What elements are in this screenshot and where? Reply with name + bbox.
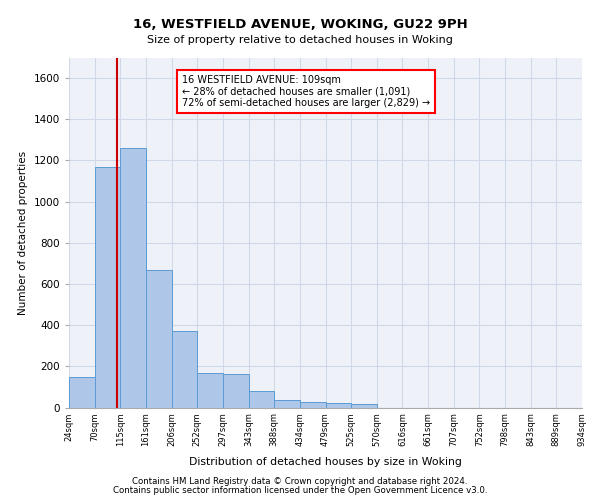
Bar bbox=[351, 404, 377, 407]
Text: Contains HM Land Registry data © Crown copyright and database right 2024.: Contains HM Land Registry data © Crown c… bbox=[132, 477, 468, 486]
Bar bbox=[146, 270, 172, 407]
Text: 16, WESTFIELD AVENUE, WOKING, GU22 9PH: 16, WESTFIELD AVENUE, WOKING, GU22 9PH bbox=[133, 18, 467, 30]
Bar bbox=[197, 372, 223, 408]
Bar bbox=[248, 391, 274, 407]
Bar bbox=[95, 166, 121, 408]
Bar bbox=[69, 376, 95, 408]
Bar bbox=[325, 404, 351, 407]
Y-axis label: Number of detached properties: Number of detached properties bbox=[18, 150, 28, 314]
Bar bbox=[300, 402, 325, 407]
Bar bbox=[223, 374, 248, 408]
X-axis label: Distribution of detached houses by size in Woking: Distribution of detached houses by size … bbox=[189, 458, 462, 468]
Text: Size of property relative to detached houses in Woking: Size of property relative to detached ho… bbox=[147, 35, 453, 45]
Bar bbox=[172, 332, 197, 407]
Bar bbox=[274, 400, 300, 407]
Bar bbox=[121, 148, 146, 407]
Text: Contains public sector information licensed under the Open Government Licence v3: Contains public sector information licen… bbox=[113, 486, 487, 495]
Text: 16 WESTFIELD AVENUE: 109sqm
← 28% of detached houses are smaller (1,091)
72% of : 16 WESTFIELD AVENUE: 109sqm ← 28% of det… bbox=[182, 75, 430, 108]
